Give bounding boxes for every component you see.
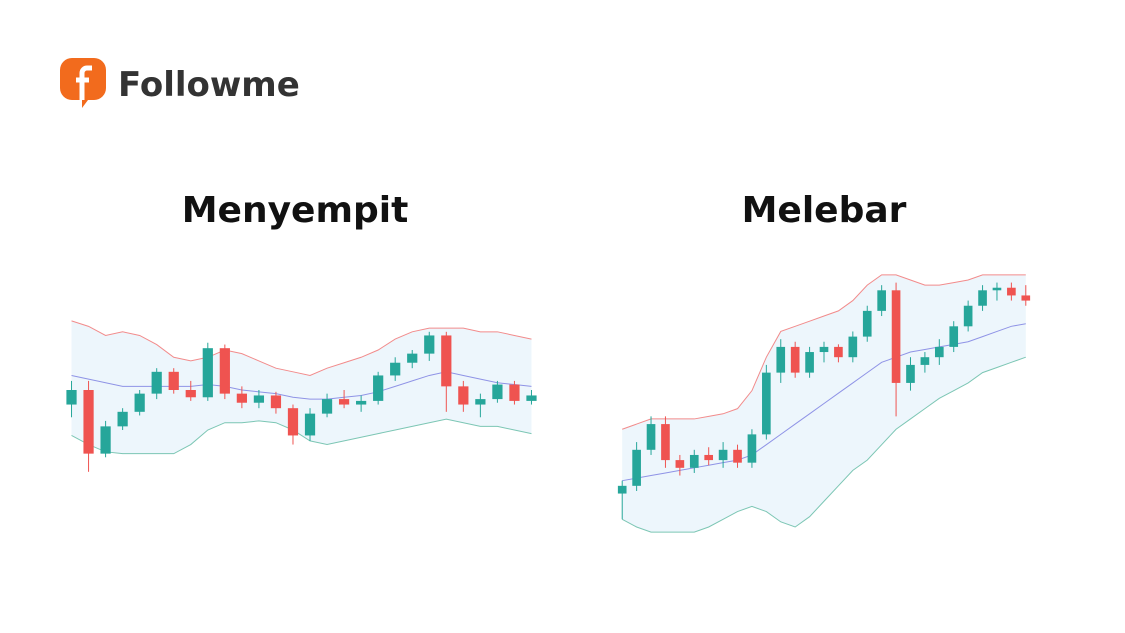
candle-body xyxy=(151,371,162,394)
candle-body xyxy=(963,305,973,327)
candle-body xyxy=(632,449,641,486)
candle-body xyxy=(877,290,886,311)
candle-body xyxy=(646,424,656,450)
band-line xyxy=(71,320,532,376)
band-line xyxy=(71,418,532,455)
candle-body xyxy=(407,353,418,363)
candle-body xyxy=(356,400,367,405)
candle-body xyxy=(338,399,350,405)
candle-body xyxy=(704,454,714,461)
candle-body xyxy=(1007,287,1016,296)
chart-title: Menyempit xyxy=(182,190,409,231)
candle-body xyxy=(424,335,435,354)
candle-body xyxy=(661,424,670,461)
candle-body xyxy=(805,352,814,373)
candle-body xyxy=(100,426,111,454)
logo-text: Followme xyxy=(118,65,300,105)
candle-body xyxy=(83,390,94,454)
candle-body xyxy=(718,449,728,461)
band-line xyxy=(621,356,1026,533)
candle-body xyxy=(321,399,333,414)
candle-body xyxy=(689,454,699,468)
band-line xyxy=(622,323,1026,482)
candle-body xyxy=(373,375,384,401)
candle-body xyxy=(509,384,520,401)
candle-body xyxy=(441,335,452,387)
candle-body xyxy=(862,310,872,337)
candle-body xyxy=(475,399,486,405)
candle-body xyxy=(66,390,77,405)
candle-body xyxy=(819,346,829,353)
candle-body xyxy=(236,393,247,403)
candle-body xyxy=(185,390,196,398)
candle-body xyxy=(834,346,843,358)
candle-body xyxy=(790,346,800,373)
candle-body xyxy=(747,434,757,463)
candle-body xyxy=(906,364,915,383)
candle-body xyxy=(992,287,1002,291)
candle-body xyxy=(253,395,265,403)
candle-body xyxy=(978,290,987,306)
logo-icon xyxy=(60,58,106,108)
candle-body xyxy=(617,485,627,494)
candle-body xyxy=(762,372,771,435)
candle-body xyxy=(270,395,282,409)
candle-body xyxy=(949,326,959,347)
candle-body xyxy=(492,384,503,400)
band-line xyxy=(71,371,532,400)
candle-body xyxy=(458,386,469,405)
candle-body xyxy=(304,413,316,436)
candle-body xyxy=(920,357,930,365)
candle-body xyxy=(168,371,179,390)
candle-body xyxy=(675,460,685,468)
candle-body xyxy=(390,362,401,376)
candle-body xyxy=(526,395,537,401)
candle-body xyxy=(934,346,944,358)
candle-body xyxy=(776,346,786,373)
candle-body xyxy=(117,411,128,427)
candle-body xyxy=(891,290,901,383)
chart-title: Melebar xyxy=(742,190,907,231)
candle-body xyxy=(848,336,858,358)
candle-body xyxy=(733,449,742,463)
candle-body xyxy=(287,408,299,436)
candle-body xyxy=(134,393,145,412)
band-line xyxy=(622,274,1026,430)
candle-body xyxy=(1021,295,1031,301)
candle-body xyxy=(219,348,230,394)
candle-body xyxy=(202,348,213,398)
